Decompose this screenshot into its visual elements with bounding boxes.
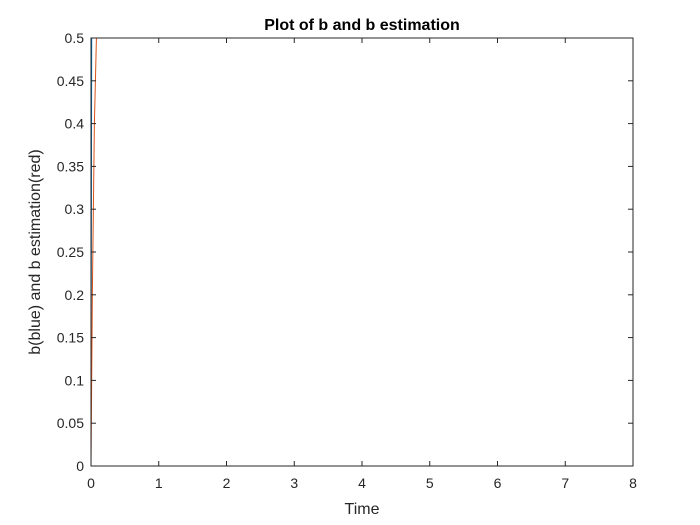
y-tick-label: 0.1 (65, 372, 85, 388)
x-tick-label: 6 (494, 475, 502, 491)
x-tick-label: 7 (561, 475, 569, 491)
y-tick-label: 0.35 (57, 158, 84, 174)
y-tick-label: 0.45 (57, 73, 84, 89)
x-tick-label: 1 (155, 475, 163, 491)
y-tick-label: 0.4 (65, 116, 85, 132)
tick-layer: 0 1 2 3 4 5 6 7 8 0 0.05 0.1 0.15 0.2 0.25 0.3 0.35 0.4 0.… (57, 30, 637, 491)
y-tick-label: 0.15 (57, 330, 84, 346)
chart-title: Plot of b and b estimation (264, 17, 460, 34)
y-tick-label: 0 (76, 458, 84, 474)
y-tick-label: 0.3 (65, 201, 85, 217)
y-tick-label: 0.2 (65, 287, 85, 303)
x-tick-label: 5 (426, 475, 434, 491)
y-tick-label: 0.5 (65, 30, 85, 46)
y-axis-label: b(blue) and b estimation(red) (27, 149, 44, 354)
plot-box (90, 37, 634, 467)
plot-area (91, 38, 633, 466)
y-tick-label: 0.25 (57, 244, 84, 260)
x-tick-label: 8 (629, 475, 637, 491)
x-tick-label: 4 (358, 475, 366, 491)
x-tick-label: 3 (290, 475, 298, 491)
x-axis-label: Time (345, 501, 380, 518)
y-tick-label: 0.05 (57, 415, 84, 431)
x-tick-label: 0 (87, 475, 95, 491)
x-tick-label: 2 (223, 475, 231, 491)
